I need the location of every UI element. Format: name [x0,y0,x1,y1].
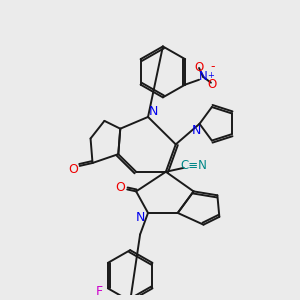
Text: O: O [115,181,125,194]
Text: N: N [199,70,207,83]
Text: N: N [148,105,158,118]
Text: N: N [135,211,145,224]
Text: O: O [194,61,204,74]
Text: N: N [192,124,201,137]
Text: O: O [68,163,78,176]
Text: F: F [95,285,103,298]
Text: -: - [211,61,215,74]
Text: C≡N: C≡N [180,159,207,172]
Text: O: O [207,78,217,91]
Text: +: + [208,71,214,80]
